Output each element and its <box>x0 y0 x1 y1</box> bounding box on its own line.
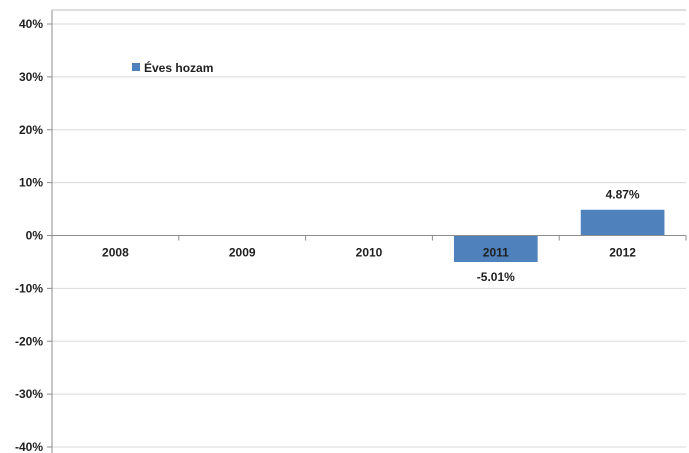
legend: Éves hozam <box>132 60 213 75</box>
y-tick-label: -30% <box>15 387 43 401</box>
category-label-2010: 2010 <box>356 246 383 260</box>
category-label-2009: 2009 <box>229 246 256 260</box>
category-label-2011: 2011 <box>483 246 509 260</box>
y-tick-label: 40% <box>19 17 43 31</box>
data-labels: -5.01% 4.87% <box>477 188 640 284</box>
y-tick-label: 10% <box>19 176 43 190</box>
y-tick-labels: 40% 30% 20% 10% 0% -10% -20% -30% -40% <box>15 17 43 453</box>
category-label-2012: 2012 <box>609 246 636 260</box>
axes <box>51 9 686 453</box>
y-tick-label: 0% <box>26 229 44 243</box>
data-label-2011: -5.01% <box>477 270 515 284</box>
legend-label: Éves hozam <box>144 60 213 75</box>
gridlines <box>47 23 687 448</box>
x-tick-labels: 2008 2009 2010 2011 2012 <box>102 246 636 260</box>
y-tick-label: -20% <box>15 334 43 348</box>
y-tick-label: 30% <box>19 70 43 84</box>
legend-swatch <box>132 63 140 71</box>
bars <box>453 209 665 262</box>
y-tick-label: 20% <box>19 123 43 137</box>
data-label-2012: 4.87% <box>606 188 640 202</box>
y-tick-label: -40% <box>15 440 43 453</box>
bar-2012 <box>580 209 665 236</box>
y-tick-label: -10% <box>15 281 43 295</box>
bar-2011 <box>453 235 538 262</box>
category-label-2008: 2008 <box>102 246 129 260</box>
